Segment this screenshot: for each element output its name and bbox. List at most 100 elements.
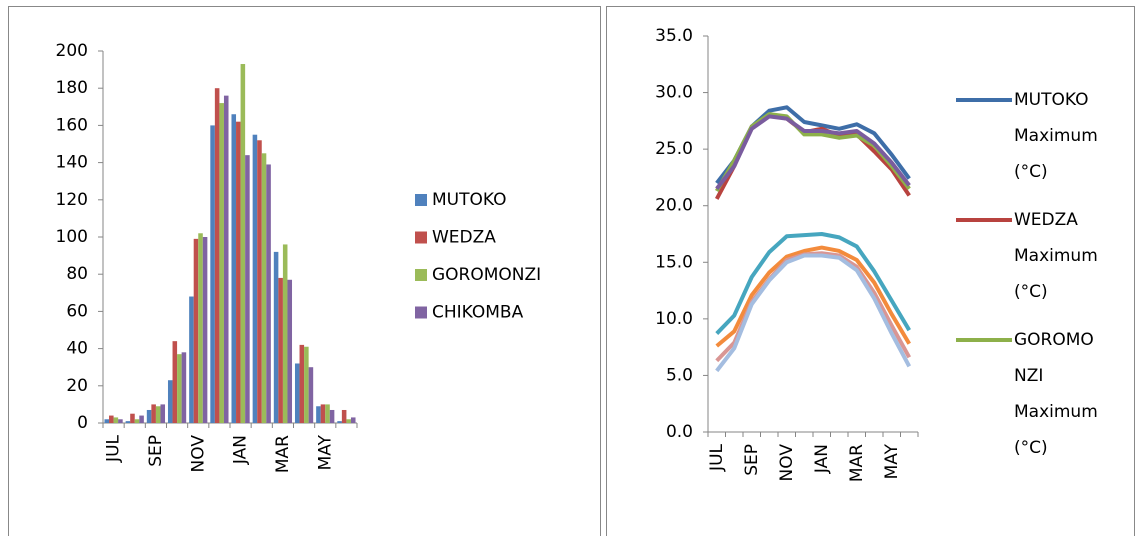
legend-label: GOROMONZI Maximum (°C)	[1014, 330, 1098, 458]
bar	[139, 415, 144, 423]
legend-item: GOROMONZI Maximum (°C)	[956, 322, 1136, 466]
legend-swatch	[956, 98, 1012, 102]
legend-label: MUTOKO Maximum (°C)	[1014, 90, 1098, 182]
bar	[316, 406, 321, 423]
bar	[350, 417, 356, 423]
legend-swatch	[415, 306, 427, 319]
legend-label: GOROMONZI	[432, 265, 541, 285]
bar	[308, 367, 314, 423]
bar	[219, 103, 224, 423]
bar	[160, 404, 166, 423]
legend: MUTOKO Maximum (°C) WEDZA Maximum (°C) GOR…	[956, 82, 1136, 478]
bar	[257, 140, 262, 423]
bar	[337, 421, 342, 423]
y-tick-label: 5.0	[666, 365, 693, 385]
legend-label: MUTOKO	[432, 190, 506, 210]
bar	[223, 95, 229, 423]
bar	[104, 419, 110, 423]
bar	[210, 125, 215, 424]
legend-label: WEDZA	[432, 228, 496, 248]
bar	[167, 380, 173, 423]
bar	[231, 114, 237, 424]
line-series	[715, 114, 911, 190]
bar	[198, 233, 203, 423]
bar	[282, 244, 288, 423]
bar	[252, 134, 258, 423]
x-tick-label: JAN	[812, 444, 832, 474]
bar	[325, 404, 330, 423]
y-tick-label: 140	[56, 153, 88, 173]
bar	[341, 409, 347, 423]
bar	[109, 415, 114, 423]
y-tick-label: 20.0	[655, 196, 693, 216]
y-tick-label: 10.0	[655, 309, 693, 329]
bar	[181, 352, 187, 423]
bar	[329, 409, 335, 423]
bar	[273, 251, 279, 423]
bar	[172, 341, 178, 423]
y-tick-label: 35.0	[655, 26, 693, 46]
x-tick-label: MAY	[315, 434, 335, 470]
bar	[130, 413, 135, 423]
x-tick-label: MAY	[882, 443, 902, 479]
y-tick-label: 25.0	[655, 139, 693, 159]
bar	[146, 409, 152, 423]
x-tick-label: MAR	[273, 435, 293, 473]
bar	[202, 237, 208, 423]
y-tick-label: 160	[56, 115, 88, 135]
line-series	[715, 253, 912, 373]
x-tick-label: JUL	[707, 443, 727, 471]
bar	[278, 277, 283, 423]
bar	[155, 406, 161, 423]
legend-swatch	[415, 269, 427, 281]
y-tick-label: 40	[66, 339, 88, 359]
bar	[125, 421, 131, 423]
y-tick-label: 60	[66, 301, 88, 321]
bar	[236, 121, 241, 424]
x-tick-label: SEP	[742, 444, 762, 476]
legend-swatch	[956, 218, 1012, 222]
bar	[118, 419, 123, 423]
y-tick-label: 0.0	[666, 422, 693, 442]
legend-item: MUTOKO Maximum (°C)	[956, 82, 1136, 190]
y-tick-label: 180	[56, 78, 88, 98]
bar	[266, 164, 271, 423]
y-tick-label: 200	[56, 41, 88, 61]
left-panel-border	[8, 6, 601, 536]
bar	[320, 404, 326, 423]
legend-item: WEDZA Maximum (°C)	[956, 202, 1136, 310]
y-tick-label: 120	[56, 190, 88, 210]
legend-swatch	[415, 194, 427, 206]
legend-swatch	[415, 231, 427, 244]
x-tick-label: SEP	[146, 435, 166, 467]
line-series	[715, 245, 911, 348]
legend-swatch	[956, 338, 1012, 342]
x-tick-label: NOV	[188, 435, 208, 473]
bar	[151, 404, 156, 423]
x-tick-label: NOV	[777, 444, 797, 482]
x-tick-label: JAN	[231, 435, 251, 465]
line-series	[714, 113, 911, 200]
y-tick-label: 0	[77, 413, 88, 433]
y-tick-label: 20	[66, 376, 88, 396]
bar	[245, 155, 250, 423]
bar	[193, 238, 199, 423]
bar	[214, 88, 220, 423]
bar	[346, 419, 351, 423]
y-tick-label: 30.0	[655, 83, 693, 103]
bar	[261, 153, 267, 424]
x-tick-label: MAR	[847, 444, 867, 482]
bar	[177, 354, 182, 423]
bar	[287, 279, 293, 423]
bar	[189, 296, 194, 423]
x-tick-label: JUL	[104, 434, 124, 462]
bar	[299, 344, 305, 423]
right-panel-border	[606, 6, 1135, 536]
bar	[240, 64, 246, 424]
bar	[113, 417, 119, 423]
bar	[304, 346, 309, 423]
y-tick-label: 15.0	[655, 252, 693, 272]
bar	[134, 419, 140, 423]
y-tick-label: 80	[66, 264, 88, 284]
